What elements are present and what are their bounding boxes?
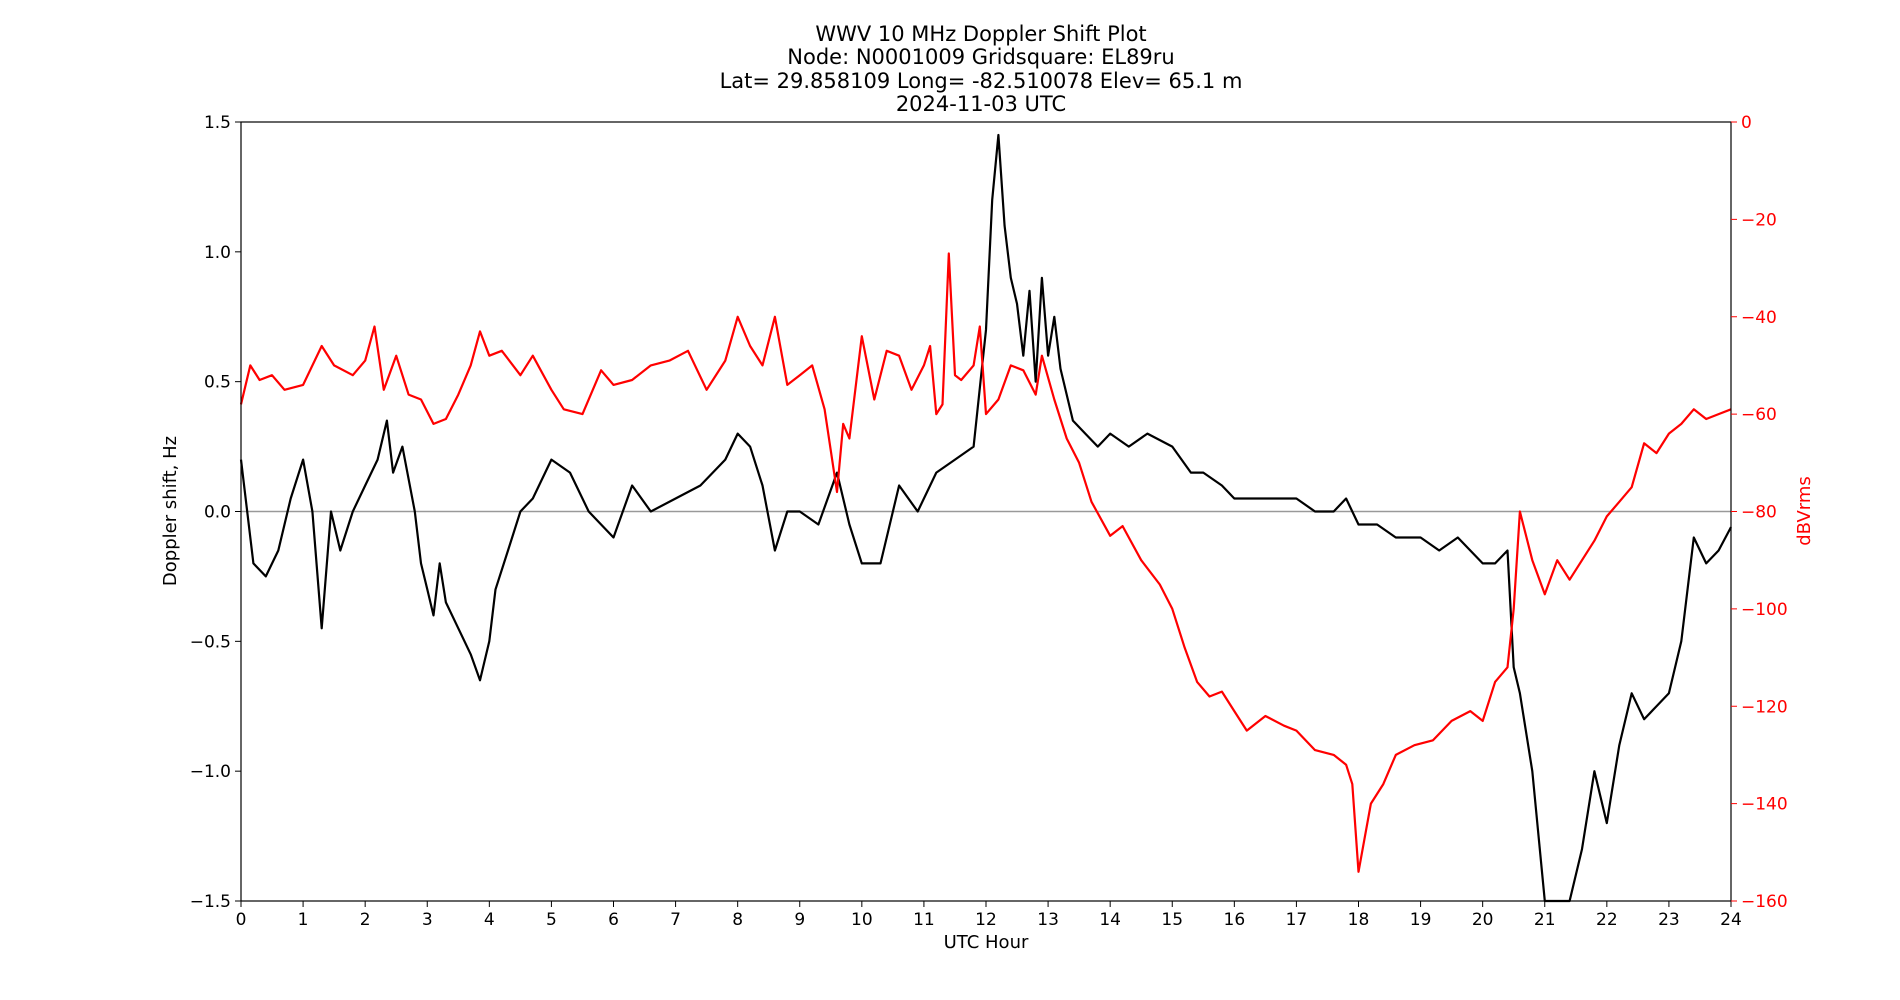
x-tick-label: 8 xyxy=(732,910,743,930)
right-tick-label: −20 xyxy=(1741,210,1777,230)
right-tick-label: −120 xyxy=(1741,697,1788,717)
x-tick-label: 1 xyxy=(298,910,309,930)
title-line-4: 2024-11-03 UTC xyxy=(896,92,1066,116)
x-tick-label: 14 xyxy=(1099,910,1121,930)
right-axis-ticks: 0 −20 −40 −60 −80 −100 −120 −140 −160 xyxy=(1731,113,1788,912)
left-tick-label: −0.5 xyxy=(190,632,231,652)
x-tick-label: 9 xyxy=(794,910,805,930)
x-tick-label: 0 xyxy=(236,910,247,930)
right-tick-label: 0 xyxy=(1741,113,1752,133)
x-tick-label: 23 xyxy=(1658,910,1680,930)
left-tick-label: 0.0 xyxy=(204,503,231,523)
x-tick-label: 3 xyxy=(422,910,433,930)
x-tick-label: 13 xyxy=(1037,910,1059,930)
x-tick-label: 20 xyxy=(1472,910,1494,930)
power-series-line xyxy=(239,252,1732,873)
right-tick-label: −80 xyxy=(1741,503,1777,523)
left-tick-label: 1.5 xyxy=(204,113,231,133)
left-tick-label: 1.0 xyxy=(204,243,231,263)
right-tick-label: −140 xyxy=(1741,795,1788,815)
x-tick-label: 18 xyxy=(1348,910,1370,930)
x-tick-label: 10 xyxy=(851,910,873,930)
x-tick-label: 21 xyxy=(1534,910,1556,930)
right-axis-label: dBVrms xyxy=(1794,476,1815,546)
x-tick-label: 17 xyxy=(1286,910,1308,930)
left-tick-label: −1.0 xyxy=(190,762,231,782)
right-tick-label: −100 xyxy=(1741,600,1788,620)
left-tick-label: 0.5 xyxy=(204,373,231,393)
x-tick-label: 11 xyxy=(913,910,935,930)
x-axis-ticks: 0 1 2 3 4 5 6 7 8 9 10 11 12 13 14 15 16 17 18 19 20 21 22 23 24 xyxy=(236,901,1742,930)
left-tick-label: −1.5 xyxy=(190,892,231,912)
x-tick-label: 16 xyxy=(1224,910,1246,930)
title-line-2: Node: N0001009 Gridsquare: EL89ru xyxy=(787,45,1174,69)
x-tick-label: 2 xyxy=(360,910,371,930)
right-tick-label: −40 xyxy=(1741,308,1777,328)
series-group xyxy=(239,133,1732,903)
x-tick-label: 12 xyxy=(975,910,997,930)
left-axis-ticks: 1.5 1.0 0.5 0.0 −0.5 −1.0 −1.5 xyxy=(190,113,241,912)
title-line-1: WWV 10 MHz Doppler Shift Plot xyxy=(815,22,1146,46)
title-line-3: Lat= 29.858109 Long= -82.510078 Elev= 65… xyxy=(720,69,1243,93)
chart-title: WWV 10 MHz Doppler Shift Plot Node: N000… xyxy=(720,22,1243,116)
x-tick-label: 19 xyxy=(1410,910,1432,930)
x-tick-label: 7 xyxy=(670,910,681,930)
x-axis-label: UTC Hour xyxy=(944,932,1029,953)
x-tick-label: 6 xyxy=(608,910,619,930)
doppler-series-line xyxy=(239,133,1732,903)
x-tick-label: 15 xyxy=(1161,910,1183,930)
right-tick-label: −160 xyxy=(1741,892,1788,912)
left-axis-label: Doppler shift, Hz xyxy=(160,436,181,586)
x-tick-label: 5 xyxy=(546,910,557,930)
x-tick-label: 4 xyxy=(484,910,495,930)
right-tick-label: −60 xyxy=(1741,405,1777,425)
x-tick-label: 22 xyxy=(1596,910,1618,930)
x-tick-label: 24 xyxy=(1720,910,1742,930)
